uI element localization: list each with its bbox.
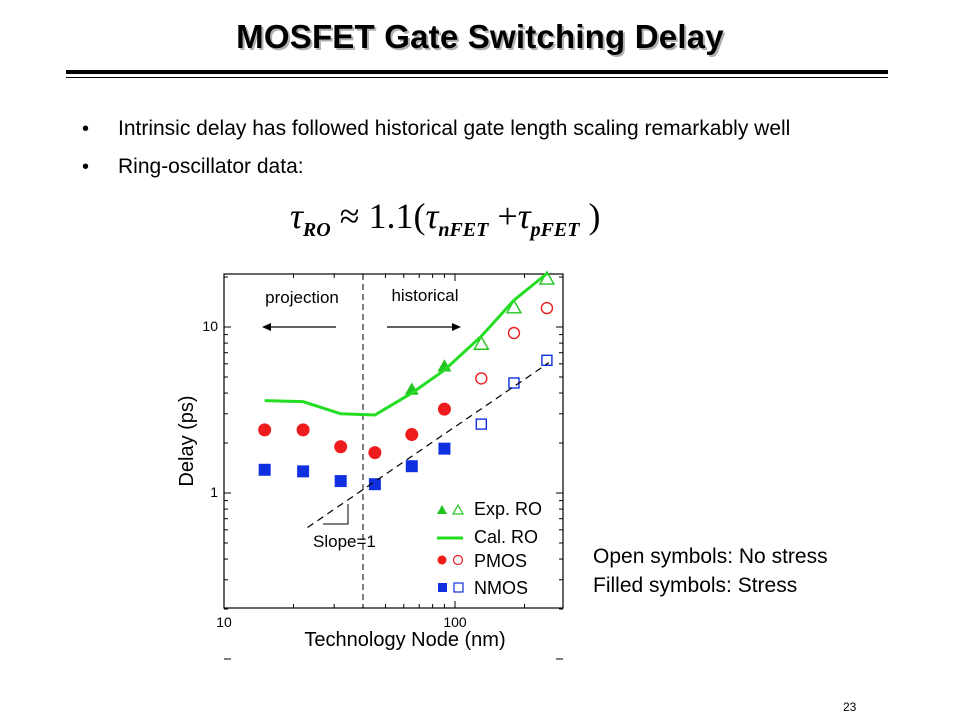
title-rule-thick: [66, 70, 888, 74]
nmos-point: [334, 475, 347, 488]
legend-label: NMOS: [474, 578, 528, 598]
legend-exp-ro-open-marker: [451, 503, 465, 515]
nmos-point: [508, 377, 520, 389]
legend-nmos-filled-marker: [438, 583, 447, 592]
pmos-point: [507, 326, 521, 340]
legend-pmos-filled-marker: [437, 555, 447, 565]
stress-notes: Open symbols: No stress Filled symbols: …: [593, 542, 828, 600]
slope-label: Slope=1: [313, 532, 376, 551]
formula-coefficient: 1.1(: [368, 196, 426, 236]
note-filled-symbols: Filled symbols: Stress: [593, 574, 798, 597]
legend-nmos-open-marker: [453, 582, 464, 593]
nmos-point: [475, 418, 488, 430]
formula-close-paren: ): [588, 196, 601, 236]
legend-label: Exp. RO: [474, 499, 542, 519]
title-rule-thin: [66, 77, 888, 78]
nmos-point: [368, 478, 381, 491]
formula-tau: τ: [290, 196, 303, 236]
historical-arrow: [387, 323, 461, 331]
slide-title: MOSFET Gate Switching Delay: [236, 18, 724, 55]
pmos-point: [368, 446, 382, 460]
formula-tau: τ: [517, 196, 531, 236]
formula-tau: τ: [425, 196, 439, 236]
pmos-point: [540, 301, 554, 315]
x-axis-label: Technology Node (nm): [304, 629, 505, 651]
projection-label: projection: [265, 288, 339, 307]
formula-sub-ro: RO: [302, 219, 331, 242]
bullet-icon: •: [82, 117, 90, 140]
x-tick-label: 100: [443, 614, 467, 630]
pmos-point: [334, 440, 348, 454]
nmos-point: [258, 463, 271, 476]
formula-plus: +: [497, 196, 518, 236]
note-open-symbols: Open symbols: No stress: [593, 545, 828, 568]
projection-arrow: [262, 323, 336, 331]
nmos-point: [297, 465, 310, 478]
series-layer: [258, 270, 556, 528]
exp-ro-point: [505, 299, 523, 314]
cal-ro-line: [264, 272, 548, 417]
x-tick-label: 10: [216, 614, 232, 630]
exp-ro-point: [473, 335, 490, 350]
formula-sub-nfet: nFET: [438, 219, 489, 242]
y-tick-label: 10: [202, 318, 218, 334]
slope-triangle: [323, 504, 349, 525]
chart-legend: Exp. RO Cal. RO PMOS NMOS: [437, 499, 542, 598]
pmos-point: [475, 372, 488, 385]
formula-approx: ≈: [339, 196, 360, 236]
formula-sub-pfet: pFET: [530, 219, 580, 242]
bullet-item: • Ring-oscillator data:: [82, 148, 790, 186]
pmos-point: [437, 402, 451, 416]
page-number: 23: [843, 700, 857, 714]
legend-exp-ro-filled-marker: [437, 505, 447, 514]
y-axis-label: Delay (ps): [176, 395, 198, 486]
bullet-text: Intrinsic delay has followed historical …: [118, 117, 791, 140]
bullet-text: Ring-oscillator data:: [118, 155, 304, 178]
slope-1-line: [307, 362, 550, 528]
legend-label: Cal. RO: [474, 527, 538, 547]
y-tick-label: 1: [210, 484, 218, 500]
legend-label: PMOS: [474, 551, 527, 571]
legend-pmos-open-marker: [452, 554, 464, 566]
bullet-list: • Intrinsic delay has followed historica…: [82, 110, 790, 186]
pmos-point: [258, 423, 272, 437]
bullet-item: • Intrinsic delay has followed historica…: [82, 110, 790, 148]
pmos-point: [296, 423, 310, 437]
nmos-point: [541, 354, 553, 367]
axis-ticks: [223, 274, 563, 660]
plot-frame: [223, 273, 564, 609]
bullet-icon: •: [82, 155, 90, 178]
nmos-point: [438, 442, 451, 455]
nmos-point: [405, 460, 418, 473]
pmos-point: [405, 428, 419, 442]
ring-oscillator-formula: τRO ≈ 1.1(τnFET +τpFET ): [290, 195, 600, 242]
historical-label: historical: [391, 286, 458, 305]
